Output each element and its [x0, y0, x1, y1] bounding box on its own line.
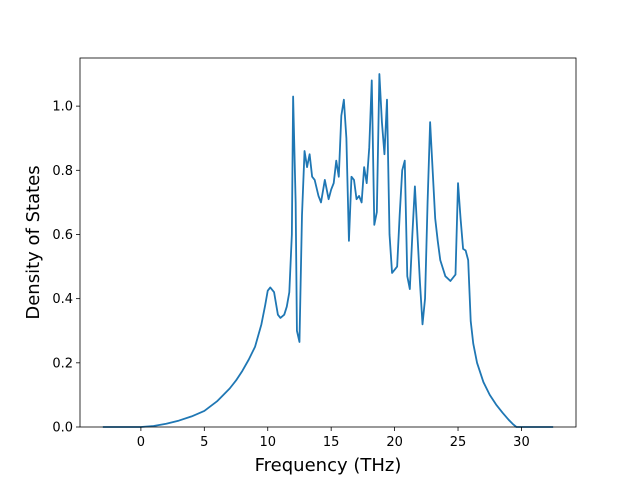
y-tick-label: 0.8 [52, 164, 73, 179]
y-tick-label: 0.0 [52, 421, 73, 436]
y-tick-label: 0.2 [52, 356, 73, 371]
y-tick-label: 0.6 [52, 228, 73, 243]
x-tick-label: 25 [450, 435, 467, 450]
x-tick-label: 20 [386, 435, 403, 450]
y-tick-label: 1.0 [52, 100, 73, 115]
x-axis-label: Frequency (THz) [255, 455, 402, 476]
y-axis-ticks: 0.0 0.2 0.4 0.6 0.8 1.0 [52, 100, 80, 436]
x-tick-label: 10 [259, 435, 276, 450]
y-axis-label: Density of States [23, 165, 44, 319]
x-axis-ticks: 0 5 10 15 20 25 30 [137, 427, 530, 450]
y-tick-label: 0.4 [52, 292, 73, 307]
x-tick-label: 0 [137, 435, 145, 450]
x-tick-label: 15 [323, 435, 340, 450]
series-line-0 [102, 73, 554, 428]
series-layer [102, 73, 554, 428]
x-tick-label: 30 [513, 435, 530, 450]
axes-frame [79, 57, 577, 428]
x-tick-label: 5 [200, 435, 208, 450]
